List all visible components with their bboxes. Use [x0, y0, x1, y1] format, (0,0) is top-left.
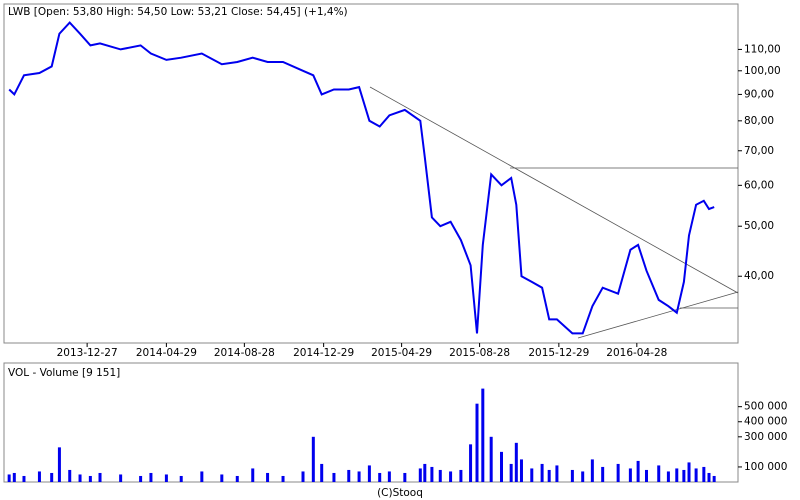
volume-bar [50, 472, 54, 482]
volume-bar [220, 474, 224, 482]
volume-bar [547, 469, 551, 482]
volume-bar [311, 436, 315, 482]
volume-bar [682, 469, 686, 482]
volume-bar [687, 462, 691, 482]
volume-bar [57, 447, 61, 482]
x-tick-label: 2016-04-28 [606, 347, 667, 359]
volume-bar [387, 471, 391, 482]
volume-bar [423, 463, 427, 482]
volume-bar [694, 468, 698, 482]
x-tick-label: 2014-12-29 [293, 347, 354, 359]
volume-bar [37, 471, 41, 482]
y-tick-label: 110,00 [744, 43, 781, 55]
volume-bar [519, 459, 523, 482]
footer: (C)Stooq [377, 487, 423, 499]
volume-bar [499, 451, 503, 482]
volume-bar [430, 466, 434, 482]
volume-bar [707, 472, 711, 482]
volume-bar [357, 471, 361, 482]
volume-bar [332, 472, 336, 482]
x-tick-label: 2015-12-29 [528, 347, 589, 359]
volume-bar [7, 474, 11, 482]
volume-bar [347, 469, 351, 482]
volume-bar [149, 472, 153, 482]
volume-bar [590, 459, 594, 482]
volume-bar [164, 474, 168, 482]
x-tick-label: 2014-04-29 [136, 347, 197, 359]
volume-bar [418, 468, 422, 482]
x-tick-label: 2015-04-29 [371, 347, 432, 359]
y-tick-label: 70,00 [744, 145, 774, 157]
volume-bar [139, 475, 143, 482]
volume-bar [403, 472, 407, 482]
volume-bar [644, 469, 648, 482]
volume-bar [88, 475, 92, 482]
price-panel [3, 3, 739, 344]
volume-bar [438, 469, 442, 482]
y-tick-label: 50,00 [744, 220, 774, 232]
volume-bar [475, 403, 479, 482]
trend-line [369, 86, 739, 294]
volume-bar [675, 468, 679, 482]
volume-bar [555, 465, 559, 482]
x-tick-label: 2014-08-28 [214, 347, 275, 359]
volume-bar [514, 442, 518, 482]
volume-bar [509, 463, 513, 482]
volume-bar [266, 472, 270, 482]
volume-bar [98, 472, 102, 482]
volume-bar [540, 463, 544, 482]
volume-bar [601, 466, 605, 482]
price-line [8, 21, 715, 335]
volume-bar [251, 468, 255, 482]
volume-bar [301, 471, 305, 482]
volume-bar [530, 468, 534, 482]
volume-title: VOL - Volume [9 151] [8, 367, 120, 379]
volume-bar [235, 475, 239, 482]
volume-bar [459, 469, 463, 482]
volume-bar [489, 436, 493, 482]
volume-bar [570, 469, 574, 482]
volume-bar [636, 460, 640, 482]
volume-panel [3, 362, 739, 483]
y-tick-label: 60,00 [744, 179, 774, 191]
volume-bar [119, 474, 123, 482]
volume-bar [179, 475, 183, 482]
volume-bar [666, 471, 670, 482]
y-tick-label: 100 000 [744, 461, 787, 473]
volume-bar [12, 472, 16, 482]
price-title: LWB [Open: 53,80 High: 54,50 Low: 53,21 … [8, 6, 348, 18]
volume-bar [628, 468, 632, 482]
volume-bar [657, 465, 661, 482]
volume-bar [200, 471, 204, 482]
y-tick-label: 500 000 [744, 401, 787, 413]
y-tick-label: 80,00 [744, 115, 774, 127]
y-tick-label: 90,00 [744, 88, 774, 100]
x-tick-label: 2013-12-27 [57, 347, 118, 359]
x-tick-label: 2015-08-28 [449, 347, 510, 359]
volume-bar [378, 472, 382, 482]
y-tick-label: 40,00 [744, 270, 774, 282]
volume-bar [702, 466, 706, 482]
trend-line [577, 291, 739, 339]
volume-bar [68, 469, 72, 482]
y-tick-label: 100,00 [744, 65, 781, 77]
y-tick-label: 300 000 [744, 431, 787, 443]
volume-bar [481, 388, 485, 482]
volume-bar [449, 471, 453, 482]
volume-bar [712, 475, 716, 482]
volume-bar [367, 465, 371, 482]
volume-bar [469, 444, 473, 482]
volume-bar [616, 463, 620, 482]
volume-bar [281, 475, 285, 482]
volume-bar [581, 471, 585, 482]
volume-bar [78, 474, 82, 482]
y-tick-label: 400 000 [744, 416, 787, 428]
volume-bar [22, 475, 26, 482]
volume-bar [320, 463, 324, 482]
